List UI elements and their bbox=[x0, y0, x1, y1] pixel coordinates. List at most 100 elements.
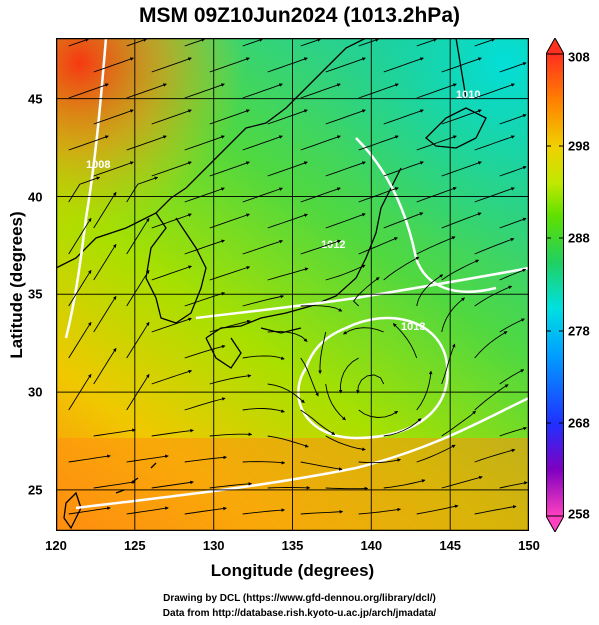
streamline bbox=[68, 38, 90, 47]
streamline bbox=[126, 135, 167, 151]
streamline bbox=[151, 480, 194, 489]
coastlines bbox=[56, 38, 487, 530]
streamline bbox=[499, 165, 527, 177]
streamline bbox=[416, 236, 456, 255]
y-tick-label: 30 bbox=[28, 384, 43, 400]
isobar-label: 1008 bbox=[86, 159, 110, 171]
streamline bbox=[242, 239, 284, 255]
streamline bbox=[242, 187, 283, 203]
streamline bbox=[184, 397, 226, 411]
streamline bbox=[242, 83, 283, 99]
colorbar-label: 308 bbox=[568, 49, 590, 65]
streamline bbox=[499, 481, 528, 489]
streamline bbox=[209, 266, 251, 281]
streamline bbox=[267, 109, 308, 125]
streamline bbox=[474, 285, 513, 307]
streamline bbox=[358, 135, 399, 151]
streamline bbox=[209, 374, 252, 385]
isobar-label: 1010 bbox=[456, 89, 480, 101]
streamline bbox=[358, 507, 401, 515]
streamline bbox=[358, 38, 380, 47]
streamline bbox=[151, 109, 192, 125]
streamline bbox=[126, 83, 167, 99]
streamline bbox=[383, 418, 422, 437]
streamline bbox=[383, 57, 424, 73]
streamline bbox=[209, 161, 250, 177]
streamline bbox=[325, 109, 366, 125]
streamline bbox=[499, 369, 525, 385]
plot-title: MSM 09Z10Jun2024 (1013.2hPa) bbox=[139, 4, 460, 27]
streamline bbox=[383, 161, 424, 177]
streamline bbox=[209, 319, 251, 333]
streamline bbox=[499, 217, 527, 229]
streamline bbox=[441, 410, 477, 437]
streamline bbox=[499, 268, 527, 281]
y-axis-label: Latitude (degrees) bbox=[7, 211, 26, 359]
streamline bbox=[126, 38, 148, 47]
colorbar-label: 288 bbox=[568, 230, 590, 246]
streamline bbox=[151, 57, 192, 73]
streamline bbox=[93, 295, 117, 333]
credit-line-data: Data from http://database.rish.kyoto-u.a… bbox=[162, 608, 437, 619]
streamline bbox=[93, 109, 134, 125]
streamline bbox=[383, 212, 424, 229]
streamline bbox=[358, 83, 399, 99]
streamline bbox=[151, 428, 194, 437]
streamline bbox=[93, 243, 117, 281]
streamline bbox=[184, 239, 225, 255]
streamline bbox=[325, 264, 366, 281]
streamline bbox=[325, 213, 366, 229]
streamline bbox=[325, 383, 346, 421]
streamlines bbox=[68, 38, 528, 515]
streamline bbox=[416, 186, 457, 203]
streamline bbox=[93, 480, 136, 489]
colorbar-label: 268 bbox=[568, 415, 590, 431]
streamline bbox=[242, 508, 286, 515]
streamline bbox=[93, 57, 134, 73]
credit-line-dcl: Drawing by DCL (https://www.gfd-dennou.o… bbox=[163, 593, 436, 604]
streamline bbox=[209, 432, 253, 437]
streamline bbox=[126, 217, 150, 255]
streamline bbox=[68, 506, 111, 515]
streamline bbox=[267, 213, 308, 229]
streamline bbox=[474, 135, 515, 151]
streamline bbox=[68, 135, 109, 151]
x-axis-label: Longitude (degrees) bbox=[210, 561, 375, 580]
streamline bbox=[267, 267, 309, 281]
streamline bbox=[441, 259, 480, 281]
x-tick-label: 120 bbox=[45, 538, 67, 553]
streamline bbox=[184, 455, 227, 463]
x-tick-label: 130 bbox=[202, 538, 225, 553]
streamline bbox=[358, 409, 399, 418]
streamline bbox=[267, 161, 308, 177]
isobar-label: 1013 bbox=[401, 321, 425, 333]
x-tick-label: 150 bbox=[518, 538, 540, 553]
streamline bbox=[441, 161, 482, 177]
streamline bbox=[499, 426, 528, 437]
streamline bbox=[416, 274, 444, 307]
streamline bbox=[267, 331, 308, 342]
map-plot: 1013 1008 1012 1010 bbox=[56, 38, 529, 531]
x-tick-label: 135 bbox=[281, 538, 304, 553]
streamline bbox=[68, 269, 92, 307]
streamline bbox=[151, 213, 192, 229]
streamline bbox=[416, 444, 456, 463]
streamline bbox=[318, 331, 327, 375]
streamline bbox=[474, 237, 515, 255]
streamline bbox=[126, 506, 169, 515]
streamline bbox=[300, 38, 322, 47]
streamline bbox=[151, 369, 193, 385]
streamline bbox=[242, 135, 283, 151]
streamline bbox=[126, 454, 169, 463]
x-tick-label: 125 bbox=[123, 538, 146, 553]
streamline bbox=[300, 187, 341, 203]
streamline bbox=[325, 161, 366, 177]
streamline bbox=[267, 57, 308, 73]
streamline bbox=[499, 318, 525, 333]
streamline bbox=[383, 479, 426, 489]
colorbar-label: 258 bbox=[568, 506, 590, 522]
streamline bbox=[300, 83, 341, 99]
streamline bbox=[93, 347, 117, 385]
streamline bbox=[68, 454, 111, 463]
streamline bbox=[441, 475, 483, 489]
